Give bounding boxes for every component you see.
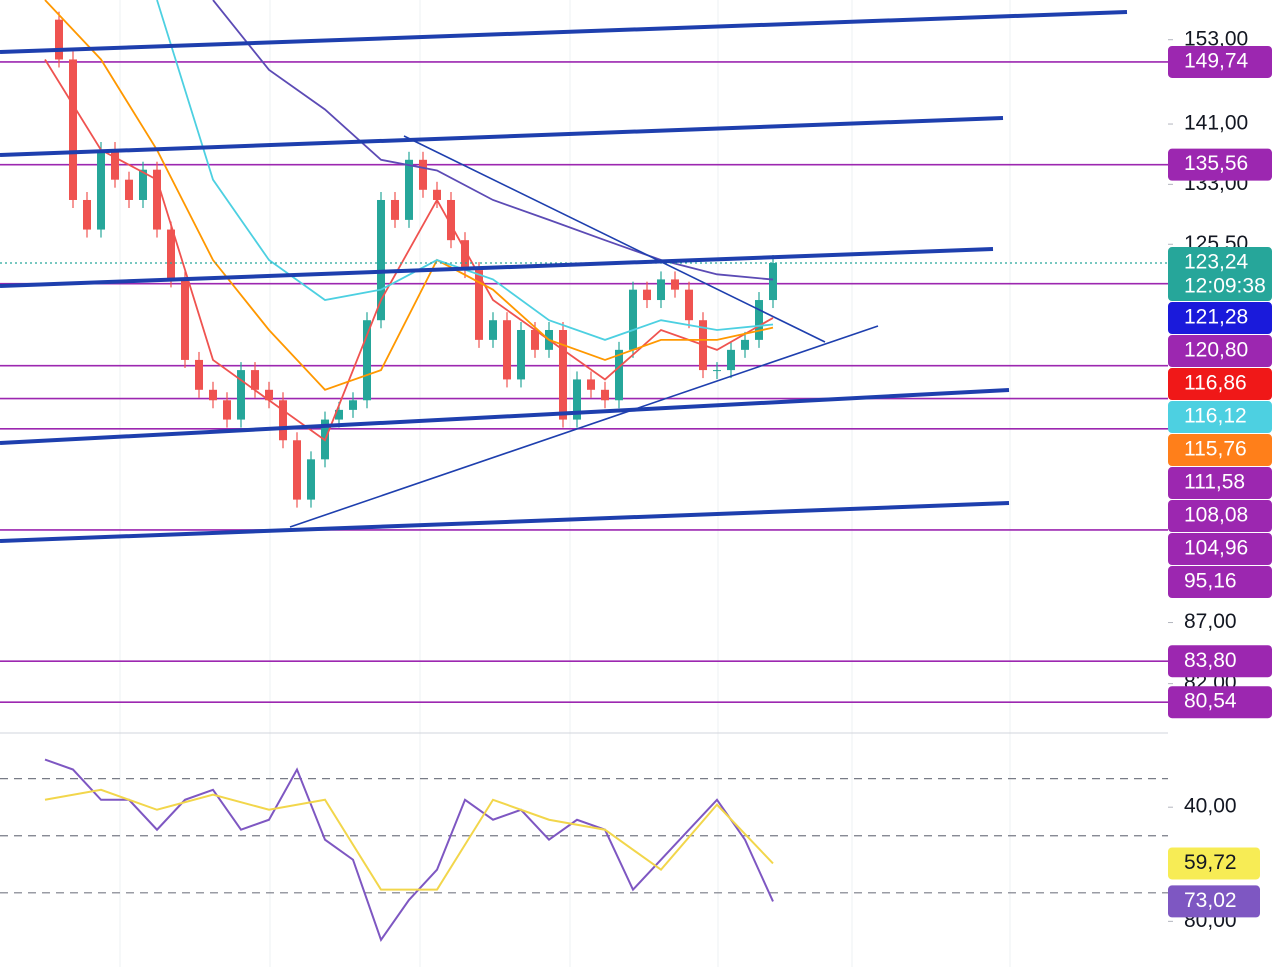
price-tag-label: 108,08 — [1184, 504, 1248, 527]
candle — [69, 59, 77, 200]
y-tick-label: 87,00 — [1184, 610, 1237, 633]
candle — [349, 400, 357, 410]
price-tag — [1168, 645, 1272, 678]
rsi-line — [44, 788, 774, 891]
rsi-tag-label: 73,02 — [1184, 889, 1237, 912]
candle — [615, 349, 623, 401]
rsi-line — [44, 758, 774, 943]
candle — [293, 440, 301, 500]
candle — [475, 270, 483, 340]
candle — [587, 379, 595, 390]
candle — [405, 159, 413, 220]
rsi-tag-label: 59,72 — [1184, 851, 1237, 874]
candle — [643, 289, 651, 301]
candle — [279, 400, 287, 441]
countdown: 12:09:38 — [1184, 275, 1266, 298]
y-tick-label: 153,00 — [1184, 27, 1248, 50]
price-tag-label: 95,16 — [1184, 570, 1237, 593]
candle — [685, 289, 693, 321]
trend-lines — [0, 10, 1128, 543]
candle — [223, 400, 231, 420]
y-tick-label: 40,00 — [1184, 795, 1237, 818]
candle — [391, 199, 399, 220]
candle — [335, 409, 343, 420]
price-tag — [1168, 686, 1272, 719]
price-tag-label: 116,86 — [1184, 372, 1247, 395]
price-tag-label: 120,80 — [1184, 339, 1248, 362]
candle — [195, 359, 203, 390]
price-tag — [1168, 533, 1272, 566]
price-tag — [1168, 401, 1272, 434]
candle — [181, 279, 189, 360]
price-tag — [1168, 467, 1272, 500]
price-tag-label: 83,80 — [1184, 649, 1237, 672]
candle — [531, 329, 539, 350]
candle — [769, 263, 777, 301]
candle — [489, 320, 497, 340]
price-tag — [1168, 566, 1272, 599]
candle — [741, 339, 749, 350]
candle — [111, 149, 119, 180]
price-tag — [1168, 335, 1272, 368]
candle — [671, 279, 679, 290]
candle — [209, 389, 217, 401]
candle — [55, 19, 63, 60]
price-tag-label: 111,58 — [1184, 471, 1245, 494]
price-tag-label: 123,24 — [1184, 251, 1249, 274]
candle — [573, 379, 581, 420]
candle — [139, 169, 147, 200]
candle — [461, 240, 469, 271]
candle — [713, 370, 721, 372]
candle — [153, 169, 161, 230]
moving-average — [156, 0, 774, 341]
price-tag — [1168, 434, 1272, 467]
candle — [237, 370, 245, 420]
price-pane — [0, 0, 1168, 703]
candle — [307, 459, 315, 500]
price-tag-label: 121,28 — [1184, 306, 1248, 329]
candle — [503, 320, 511, 380]
rsi-pane — [0, 758, 1168, 943]
price-tag-label: 149,74 — [1184, 49, 1249, 72]
candle — [755, 300, 763, 340]
rsi-tag — [1168, 885, 1260, 918]
candle — [447, 199, 455, 241]
price-tag-label: 116,12 — [1184, 405, 1247, 428]
candle — [251, 370, 259, 390]
price-tag — [1168, 368, 1272, 401]
moving-average — [44, 0, 774, 391]
price-tag — [1168, 247, 1272, 302]
candle — [125, 179, 133, 200]
candle — [559, 329, 567, 420]
price-tag — [1168, 148, 1272, 181]
price-tag-label: 115,76 — [1184, 438, 1247, 461]
price-tag — [1168, 45, 1272, 78]
candle — [727, 349, 735, 371]
candle — [97, 149, 105, 230]
price-tag-label: 104,96 — [1184, 537, 1248, 560]
price-tag-label: 135,56 — [1184, 152, 1248, 175]
price-axis: 153,00141,00133,00125,5087,0082,00149,74… — [1168, 27, 1272, 932]
y-tick-label: 141,00 — [1184, 112, 1248, 135]
candle — [657, 279, 665, 301]
price-tag — [1168, 500, 1272, 533]
candle — [167, 229, 175, 280]
candle — [265, 389, 273, 401]
candle — [419, 159, 427, 190]
candle — [83, 199, 91, 230]
candle — [629, 289, 637, 350]
moving-average — [44, 58, 774, 442]
price-tag-label: 80,54 — [1184, 690, 1237, 713]
candle — [377, 199, 385, 321]
candle — [363, 320, 371, 401]
rsi-tag — [1168, 847, 1260, 880]
moving-average — [212, 0, 774, 281]
candle — [517, 329, 525, 380]
candle — [601, 389, 609, 401]
candle — [433, 189, 441, 200]
price-tag — [1168, 302, 1272, 335]
